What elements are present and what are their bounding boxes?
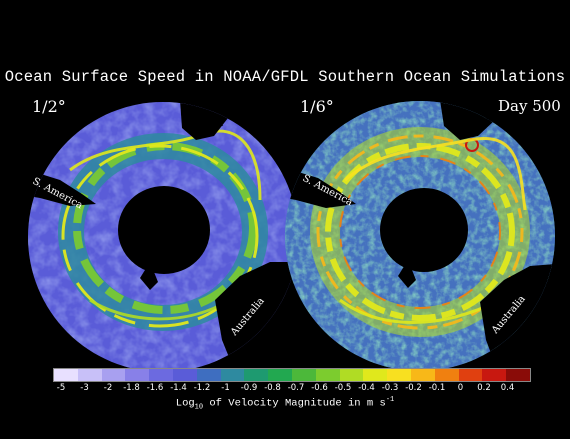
- colorbar-tick-label: 0: [457, 383, 464, 393]
- colorbar-swatch: [101, 369, 126, 381]
- colorbar-tick-label: -1.4: [170, 383, 187, 393]
- colorbar-swatch: [244, 369, 269, 381]
- right-africa-label: Africa: [460, 116, 491, 127]
- right-antarctica-label: Antarctica: [402, 224, 462, 235]
- colorbar-tick-label: -1.6: [146, 383, 164, 393]
- colorbar-swatch: [77, 369, 102, 381]
- day-label: Day 500: [498, 97, 561, 115]
- colorbar-label-log: Log: [175, 397, 195, 410]
- colorbar-swatch: [268, 369, 292, 381]
- colorbar-tick-label: -0.3: [381, 383, 399, 393]
- colorbar-swatch: [172, 369, 197, 381]
- colorbar-tick-label: -3: [80, 383, 89, 393]
- colorbar-tick-label: -0.8: [264, 383, 281, 393]
- colorbar-tick-label: -0.1: [428, 383, 446, 393]
- left-antarctica: [118, 186, 210, 274]
- right-antarctica: [380, 188, 468, 272]
- colorbar-tick-label: -0.5: [334, 383, 352, 393]
- colorbar-tick-label: -0.9: [240, 383, 258, 393]
- colorbar-swatch: [315, 369, 340, 381]
- colorbar-tick-label: -2: [103, 383, 113, 393]
- colorbar-label-sub: 10: [194, 403, 204, 412]
- colorbar-tick-label: -1.2: [193, 383, 211, 393]
- colorbar-swatch: [434, 369, 459, 381]
- colorbar-swatch: [149, 369, 173, 381]
- left-map: [28, 102, 298, 372]
- colorbar-ticks: -5 -3 -2 -1.8 -1.6 -1.4 -1.2 -1 -0.9 -0.8 -0.7 -0.6…: [0, 383, 570, 395]
- colorbar-tick-label: -5: [56, 383, 66, 393]
- left-resolution-label: 1/2°: [32, 97, 66, 116]
- colorbar-label: Log10 of Velocity Magnitude in m s-1: [0, 396, 570, 412]
- colorbar-swatch: [220, 369, 245, 381]
- colorbar-swatch: [458, 369, 483, 381]
- colorbar-label-sup: -1: [385, 396, 395, 404]
- colorbar-swatch: [506, 369, 530, 381]
- colorbar-tick-label: -0.4: [358, 383, 375, 393]
- colorbar-swatch: [339, 369, 364, 381]
- colorbar-label-mid: of Velocity Magnitude in m s: [203, 397, 386, 410]
- colorbar-swatch: [363, 369, 388, 381]
- colorbar-swatch: [54, 369, 78, 381]
- colorbar-swatch: [482, 369, 507, 381]
- colorbar-swatch: [410, 369, 435, 381]
- colorbar-tick-label: -0.2: [405, 383, 422, 393]
- colorbar: [53, 368, 531, 382]
- left-africa-label: Africa: [192, 118, 223, 129]
- colorbar-swatch: [125, 369, 150, 381]
- figure-title: Ocean Surface Speed in NOAA/GFDL Souther…: [4, 68, 566, 86]
- colorbar-tick-label: 0.4: [500, 383, 515, 393]
- colorbar-tick-label: -1.8: [123, 383, 140, 393]
- colorbar-swatch: [387, 369, 411, 381]
- right-resolution-label: 1/6°: [300, 97, 334, 116]
- colorbar-swatch: [196, 369, 221, 381]
- colorbar-tick-label: -0.7: [287, 383, 305, 393]
- colorbar-tick-label: 0.2: [477, 383, 491, 393]
- right-map: [285, 101, 555, 371]
- left-antarctica-label: Antarctica: [136, 226, 196, 237]
- colorbar-swatch: [291, 369, 316, 381]
- colorbar-tick-label: -0.6: [311, 383, 328, 393]
- colorbar-tick-label: -1: [221, 383, 230, 393]
